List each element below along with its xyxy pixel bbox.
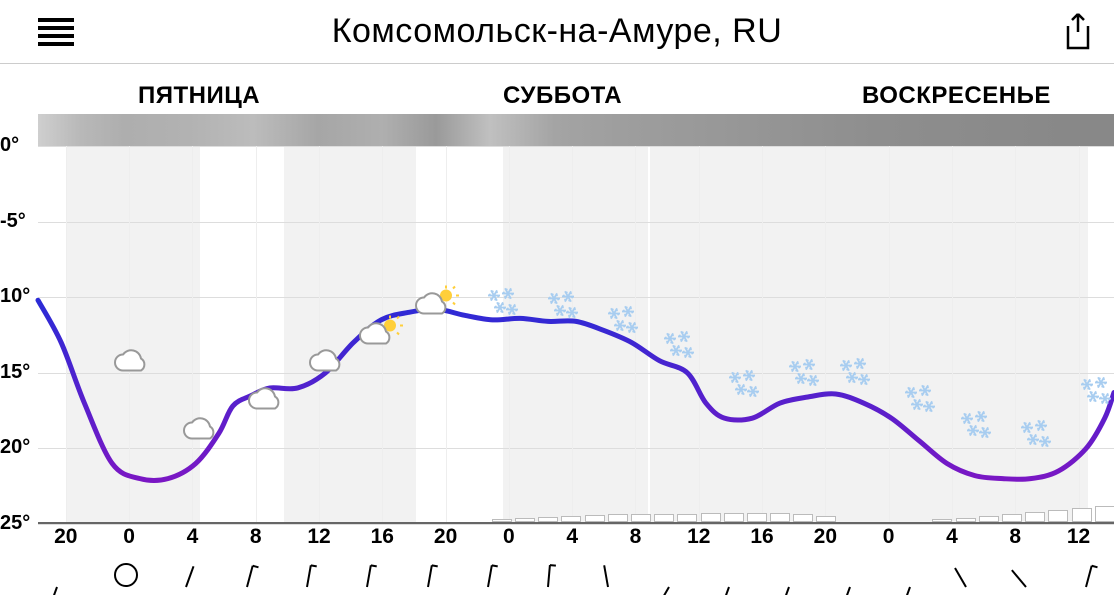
chart-baseline	[38, 522, 1114, 524]
temperature-line	[38, 114, 1114, 524]
x-axis-label: 20	[434, 525, 457, 549]
day-label: ВОСКРЕСЕНЬЕ	[862, 82, 1051, 110]
y-axis-label: -5°	[0, 210, 26, 233]
day-labels-row: ПЯТНИЦА СУББОТА ВОСКРЕСЕНЬЕ	[0, 82, 1114, 112]
x-axis-label: 4	[946, 525, 958, 549]
wind-barb	[594, 561, 622, 595]
x-axis-label: 8	[1009, 525, 1021, 549]
wind-barb	[172, 561, 200, 595]
day-label: ПЯТНИЦА	[138, 82, 260, 110]
y-axis-label: 20°	[0, 436, 30, 459]
day-label: СУББОТА	[503, 82, 622, 110]
location-title: Комсомольск-на-Амуре, RU	[332, 12, 783, 51]
x-axis-label: 8	[630, 525, 642, 549]
wind-barb	[534, 561, 562, 595]
x-axis-label: 0	[883, 525, 895, 549]
wind-barb	[836, 561, 864, 595]
wind-barb	[896, 561, 924, 595]
x-axis-label: 12	[307, 525, 330, 549]
plot-area	[38, 114, 1114, 524]
x-axis-label: 20	[54, 525, 77, 549]
wind-barb	[414, 561, 442, 595]
wind-barbs-row	[38, 559, 1114, 595]
wind-barb	[1012, 561, 1040, 595]
x-axis-label: 4	[566, 525, 578, 549]
x-axis-label: 16	[371, 525, 394, 549]
y-axis-label: 25°	[0, 512, 30, 535]
x-axis-label: 16	[750, 525, 773, 549]
x-axis: 200481216200481216200481216	[38, 525, 1114, 557]
x-axis-label: 20	[814, 525, 837, 549]
wind-barb	[293, 561, 321, 595]
app-header: Комсомольск-на-Амуре, RU	[0, 0, 1114, 64]
y-axis-label: 0°	[0, 134, 19, 157]
x-axis-label: 8	[250, 525, 262, 549]
y-axis-label: 10°	[0, 285, 30, 308]
x-axis-label: 0	[123, 525, 135, 549]
wind-barb	[43, 561, 71, 595]
x-axis-label: 12	[687, 525, 710, 549]
wind-barb	[715, 561, 743, 595]
x-axis-label: 0	[503, 525, 515, 549]
forecast-chart[interactable]: ПЯТНИЦА СУББОТА ВОСКРЕСЕНЬЕ 0° -5° 10° 15° 20°…	[0, 64, 1114, 595]
wind-barb	[1072, 561, 1100, 595]
wind-barb	[474, 561, 502, 595]
wind-barb	[952, 561, 980, 595]
wind-barb	[775, 561, 803, 595]
x-axis-label: 4	[187, 525, 199, 549]
share-icon[interactable]	[1062, 12, 1094, 52]
y-axis: 0° -5° 10° 15° 20° 25°	[0, 114, 38, 574]
y-axis-label: 15°	[0, 361, 30, 384]
wind-barb	[233, 561, 261, 595]
x-axis-label: 12	[1067, 525, 1090, 549]
wind-barb	[353, 561, 381, 595]
wind-barb	[112, 561, 140, 594]
menu-icon[interactable]	[38, 18, 74, 46]
wind-barb	[655, 561, 683, 595]
